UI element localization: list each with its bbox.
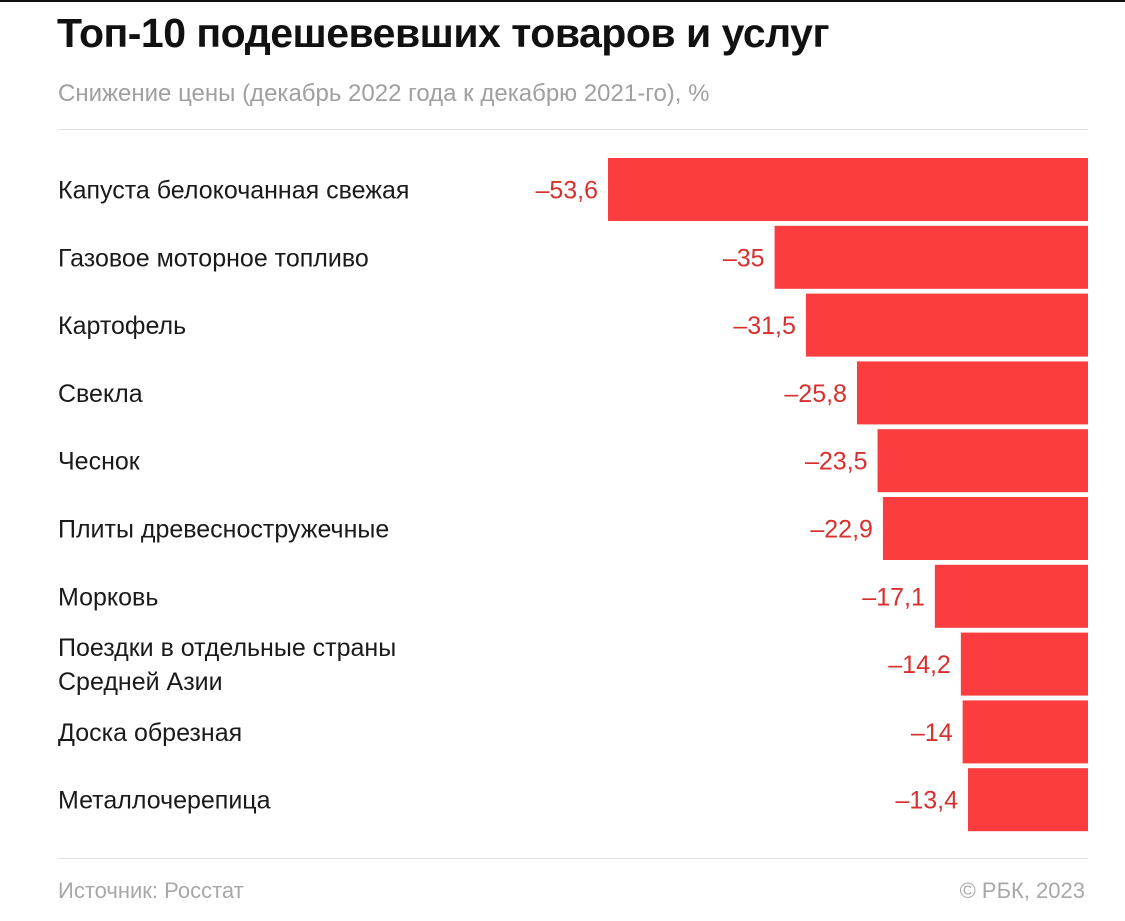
value-label-3: –31,5 [733,312,796,340]
top-divider [58,129,1088,130]
copyright-note: © РБК, 2023 [959,878,1085,903]
category-label-5: Чеснок [58,448,141,476]
category-label-2: Газовое моторное топливо [58,244,369,272]
value-label-2: –35 [723,244,765,272]
category-label-3: Картофель [58,312,186,340]
value-label-1: –53,6 [535,177,598,205]
category-label-line: Газовое моторное топливо [58,244,369,272]
bar-1 [608,158,1088,221]
value-label-5: –23,5 [805,448,868,476]
category-label-line: Средней Азии [58,668,223,696]
category-label-8: Поездки в отдельные страны Средней Азии [58,634,396,696]
bar-6 [882,497,1088,560]
bar-4 [856,361,1088,425]
value-label-10: –13,4 [895,787,958,815]
category-label-line: Морковь [58,583,158,611]
category-label-line: Картофель [58,312,186,340]
category-label-line: Плиты древесностружечные [58,516,389,544]
bar-2 [774,225,1088,289]
bar-10 [968,768,1088,832]
bar-8 [960,632,1088,696]
bar-7 [934,564,1088,628]
value-label-9: –14 [911,719,953,747]
category-label-7: Морковь [58,583,158,611]
bar-3 [805,293,1088,357]
category-label-line: Свекла [58,380,143,408]
category-label-line: Доска обрезная [58,719,242,747]
category-label-1: Капуста белокочанная свежая [58,177,409,205]
source-note: Источник: Росстат [58,878,244,903]
bar-5 [877,429,1088,493]
category-label-10: Металлочерепица [58,787,271,815]
value-label-6: –22,9 [810,516,873,544]
category-label-4: Свекла [58,380,143,408]
bottom-divider [58,858,1088,859]
category-label-line: Поездки в отдельные страны [58,634,396,662]
value-label-7: –17,1 [862,583,925,611]
chart-subtitle: Снижение цены (декабрь 2022 года к декаб… [58,80,710,107]
category-label-6: Плиты древесностружечные [58,516,389,544]
category-label-9: Доска обрезная [58,719,242,747]
category-label-line: Чеснок [58,448,141,476]
category-label-line: Металлочерепица [58,787,271,815]
category-label-line: Капуста белокочанная свежая [58,177,409,205]
bar-9 [962,700,1088,764]
value-label-8: –14,2 [888,651,951,679]
value-label-4: –25,8 [784,380,847,408]
chart-title: Топ-10 подешевевших товаров и услуг [57,10,830,56]
top-border-line [0,0,1125,2]
